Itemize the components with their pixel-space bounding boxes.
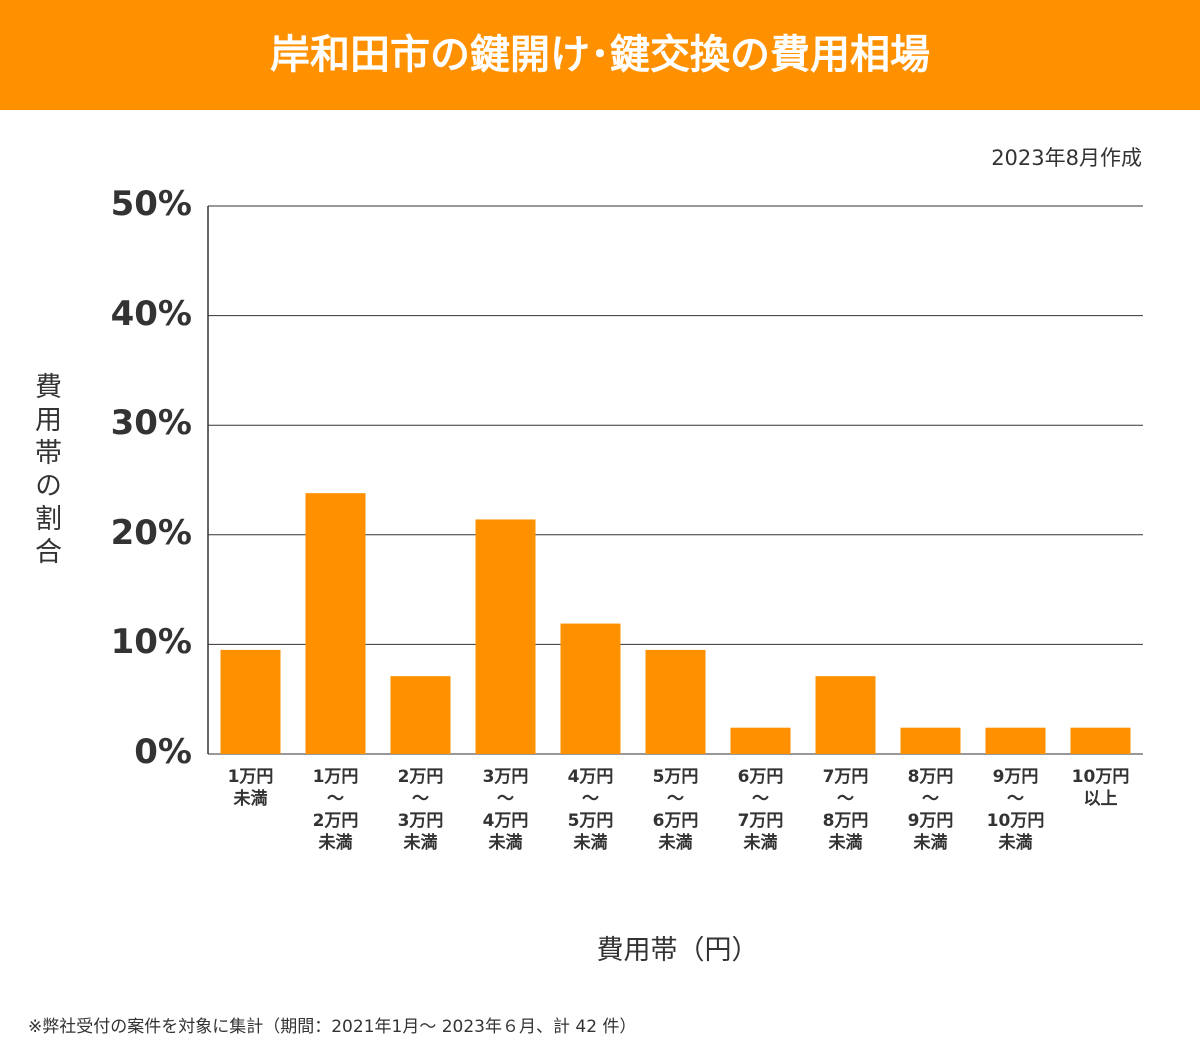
- x-tick-label: 1万円 〜 2万円 未満: [312, 767, 359, 854]
- bar: [1070, 727, 1131, 754]
- x-tick-label: 4万円 〜 5万円 未満: [567, 767, 614, 854]
- y-tick-label: 50%: [110, 184, 192, 224]
- chart-title: 岸和田市の鍵開け･鍵交換の費用相場: [0, 0, 1200, 110]
- x-tick-label: 6万円 〜 7万円 未満: [737, 767, 784, 854]
- subtitle: 2023年8月作成: [991, 146, 1142, 170]
- y-tick-label: 10%: [110, 622, 192, 663]
- y-tick-label: 30%: [110, 403, 192, 444]
- x-tick-label: 5万円 〜 6万円 未満: [652, 767, 699, 854]
- bar: [560, 623, 621, 754]
- y-tick-label: 20%: [110, 512, 192, 553]
- y-axis-label: 費用帯の割合: [30, 372, 61, 570]
- bar: [815, 676, 876, 754]
- x-tick-label: 2万円 〜 3万円 未満: [397, 767, 444, 854]
- bar: [730, 727, 791, 754]
- y-tick-label: 40%: [110, 293, 192, 334]
- bar: [305, 493, 366, 754]
- x-tick-label: 7万円 〜 8万円 未満: [822, 767, 869, 854]
- bar: [390, 676, 451, 754]
- y-tick-label: 0%: [134, 732, 192, 772]
- bar: [475, 519, 536, 754]
- bar: [985, 727, 1046, 754]
- x-tick-label: 1万円 未満: [227, 767, 274, 810]
- x-tick-label: 9万円 〜 10万円 未満: [986, 767, 1045, 854]
- x-axis-label: 費用帯（円）: [596, 935, 759, 966]
- x-tick-label: 3万円 〜 4万円 未満: [482, 767, 529, 854]
- x-tick-label: 8万円 〜 9万円 未満: [907, 767, 954, 854]
- x-tick-label: 10万円 以上: [1071, 767, 1130, 810]
- bar: [220, 649, 281, 754]
- footnote: ※弊社受付の案件を対象に集計（期間：2021年1月～ 2023年６月、計 42 …: [28, 1017, 637, 1037]
- bar: [645, 649, 706, 754]
- bar: [900, 727, 961, 754]
